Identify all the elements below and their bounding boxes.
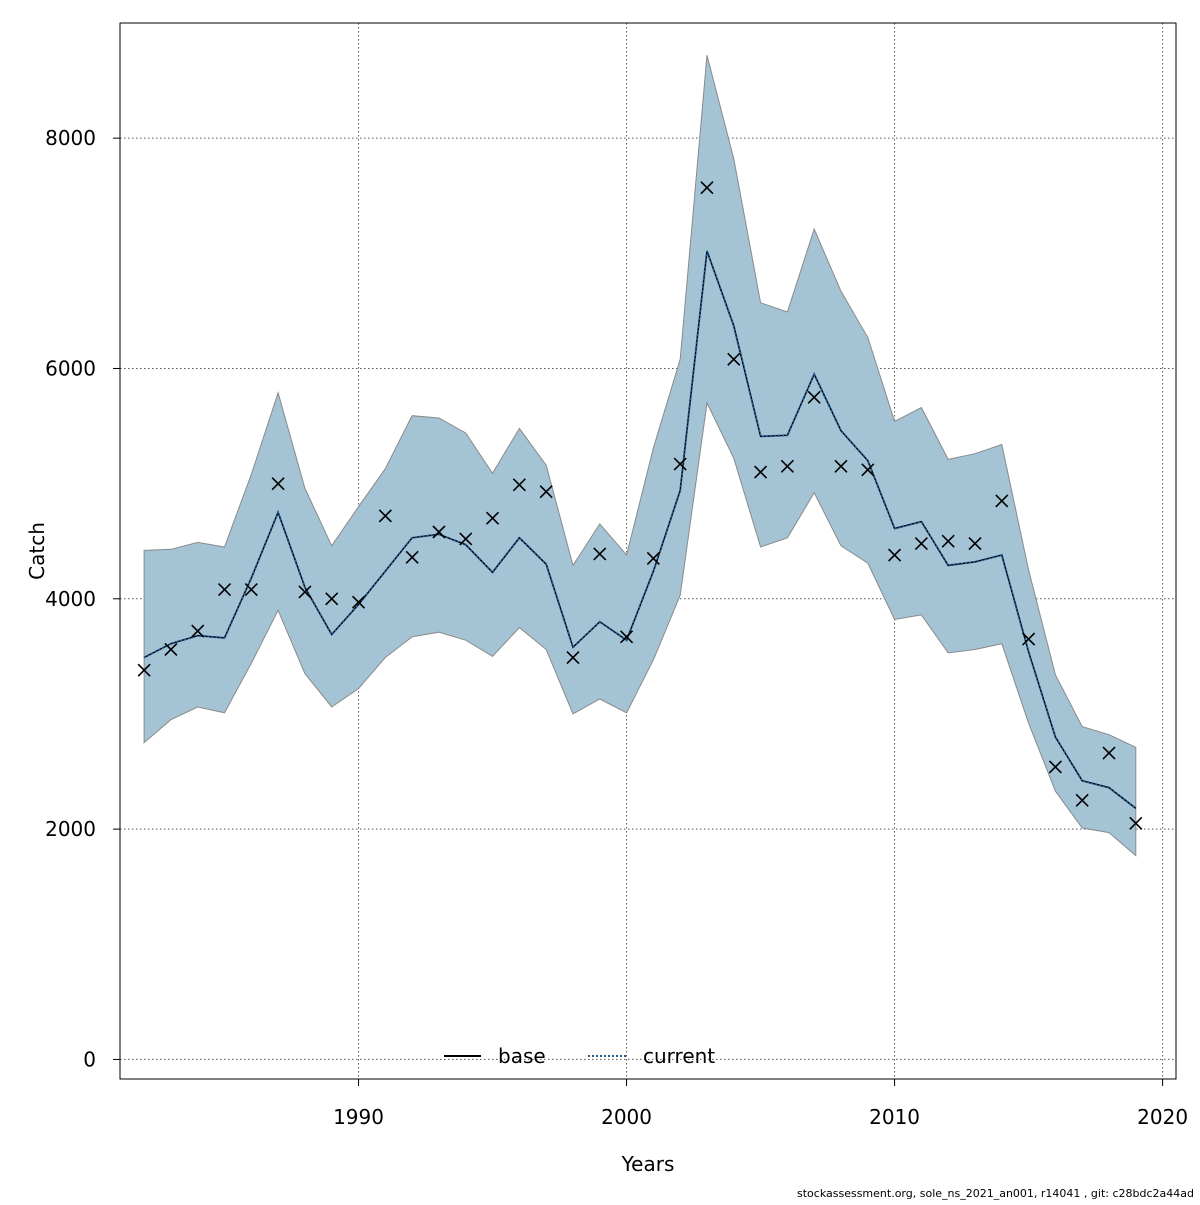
legend: base current xyxy=(444,1044,715,1068)
observed-point xyxy=(244,583,258,597)
observed-point xyxy=(405,550,419,564)
y-tick-label: 4000 xyxy=(45,587,96,611)
observed-point xyxy=(137,663,151,677)
observed-point xyxy=(325,592,339,606)
observed-point xyxy=(807,390,821,404)
observed-point xyxy=(619,630,634,644)
observed-point xyxy=(888,548,902,562)
observed-point xyxy=(700,181,714,195)
observed-point xyxy=(298,585,312,599)
y-tick-label: 8000 xyxy=(45,126,96,150)
observed-point xyxy=(271,477,285,491)
observed-point xyxy=(566,650,580,665)
confidence-band xyxy=(143,55,1137,857)
observed-point xyxy=(593,547,607,561)
observed-point xyxy=(432,525,446,539)
y-tick-label: 2000 xyxy=(45,817,96,841)
footer-credit: stockassessment.org, sole_ns_2021_an001,… xyxy=(797,1187,1194,1200)
observed-point xyxy=(834,459,848,473)
observed-point xyxy=(673,457,687,471)
observed-point xyxy=(1102,746,1116,760)
observed-point xyxy=(646,551,660,566)
y-tick-label: 0 xyxy=(83,1047,96,1071)
observed-point xyxy=(351,595,366,609)
observed-point xyxy=(968,536,982,551)
x-tick-label: 1990 xyxy=(333,1105,384,1129)
observed-point xyxy=(1075,793,1089,807)
observed-point xyxy=(1129,816,1143,830)
y-tick-label: 6000 xyxy=(45,356,96,380)
observed-point xyxy=(459,532,473,546)
y-axis-title: Catch xyxy=(25,522,49,580)
observed-markers-layer xyxy=(137,181,1143,830)
legend-label-current: current xyxy=(643,1044,715,1068)
observed-point xyxy=(217,583,232,597)
x-tick-label: 2010 xyxy=(869,1105,920,1129)
observed-point xyxy=(914,536,928,551)
observed-point xyxy=(754,465,768,479)
series-line-current xyxy=(143,250,1137,810)
x-axis: 1990 2000 2010 2020 xyxy=(333,1079,1188,1129)
observed-point xyxy=(861,463,875,477)
observed-point xyxy=(1048,760,1062,774)
observed-point xyxy=(780,459,794,473)
x-tick-label: 2020 xyxy=(1137,1105,1188,1129)
x-tick-label: 2000 xyxy=(601,1105,652,1129)
observed-point xyxy=(512,478,526,492)
legend-label-base: base xyxy=(498,1044,546,1068)
confidence-band-layer xyxy=(143,55,1137,857)
observed-point xyxy=(1022,632,1036,646)
observed-point xyxy=(941,534,955,548)
series-lines-layer xyxy=(143,250,1137,810)
observed-point xyxy=(995,494,1009,508)
observed-point xyxy=(164,642,178,657)
y-axis: 0 2000 4000 6000 8000 xyxy=(45,126,120,1071)
observed-point xyxy=(539,485,553,499)
observed-point xyxy=(485,511,500,525)
x-axis-title: Years xyxy=(621,1152,675,1176)
observed-point xyxy=(191,624,205,638)
plot-frame xyxy=(119,22,1177,1080)
observed-point xyxy=(378,509,392,523)
observed-point xyxy=(727,352,741,366)
